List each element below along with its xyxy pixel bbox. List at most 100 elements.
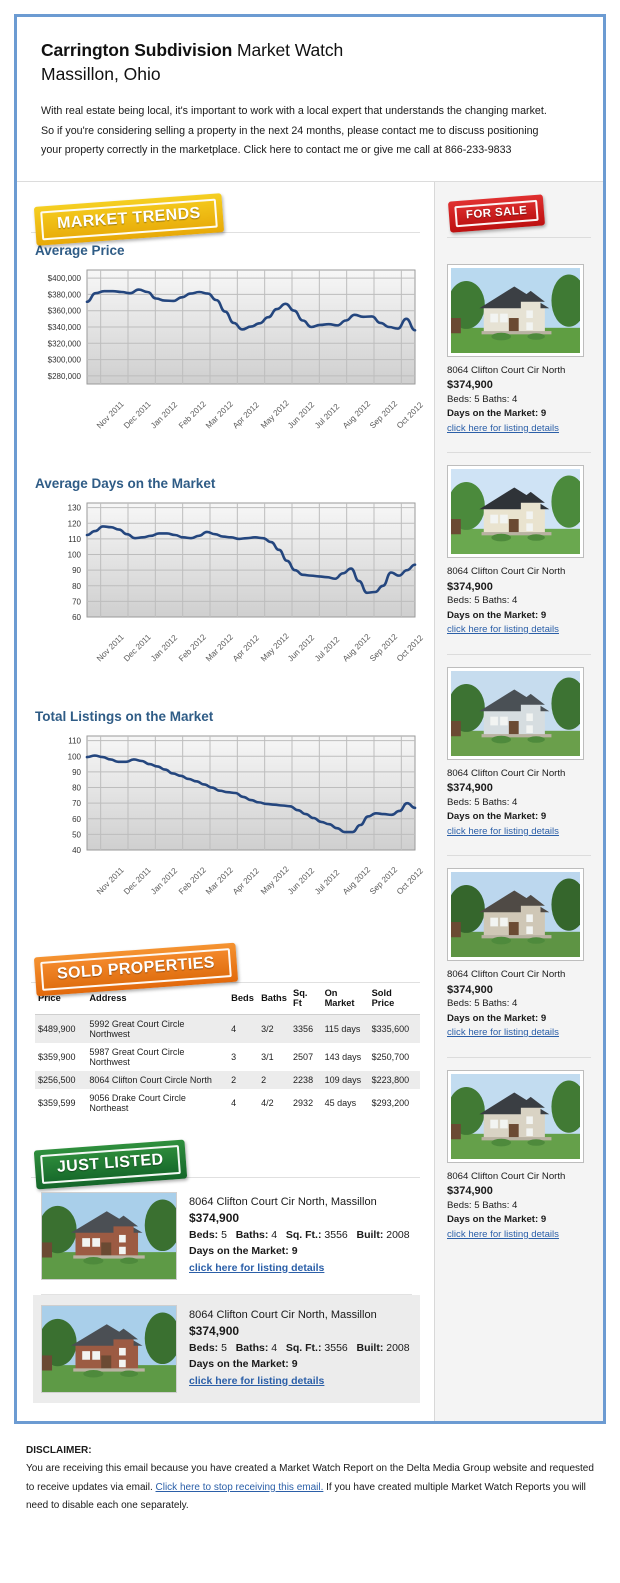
listing-days-on-market: Days on the Market: 9 (189, 1358, 298, 1370)
table-cell: $256,500 (35, 1070, 87, 1089)
intro-line-3: your property correctly in the marketpla… (41, 144, 512, 156)
for-sale-banner-wrap: FOR SALE (435, 182, 603, 235)
listing-days-on-market: Days on the Market: 9 (447, 408, 547, 419)
listing-details-link[interactable]: click here for listing details (447, 624, 559, 635)
chart-plot-area: 130 120 110 100 90 80 70 60 (33, 497, 420, 657)
chart-title: Total Listings on the Market (35, 708, 214, 724)
just-listed-item[interactable]: 8064 Clifton Court Cir North, Massillon … (33, 1182, 420, 1290)
for-sale-rule (447, 236, 591, 238)
svg-text:$280,000: $280,000 (48, 371, 82, 380)
list-divider (447, 452, 591, 453)
market-trends-banner-wrap: MARKET TRENDS (17, 182, 434, 246)
column-header: Sold Price (368, 982, 420, 1015)
table-row[interactable]: $256,500 8064 Clifton Court Circle North 2… (35, 1070, 420, 1089)
listing-days-on-market: Days on the Market: 9 (447, 609, 547, 621)
house-photo-illustration (451, 670, 580, 756)
svg-text:90: 90 (72, 566, 81, 575)
listing-address: 8064 Clifton Court Cir North, Massillon (189, 1195, 377, 1208)
for-sale-item[interactable]: 8064 Clifton Court Cir North $374,900 Be… (447, 1058, 591, 1251)
table-cell: 3356 (290, 1014, 322, 1043)
listing-thumbnail[interactable] (447, 868, 584, 961)
table-cell: 4/2 (261, 1097, 274, 1108)
listing-info: 8064 Clifton Court Cir North $374,900 Be… (447, 767, 591, 840)
disclaimer-text-2: If you have created multiple Market Watc… (26, 1481, 586, 1512)
listing-price: $374,900 (447, 580, 493, 593)
svg-text:100: 100 (68, 752, 82, 761)
sold-properties-table-wrap: Price Address Beds Baths Sq. Ft On Market Sold… (17, 982, 434, 1127)
listing-beds-baths: Beds: 5 Baths: 4 (447, 595, 518, 606)
svg-text:130: 130 (68, 503, 82, 512)
just-listed-banner-label: JUST LISTED (40, 1144, 181, 1184)
for-sale-item[interactable]: 8064 Clifton Court Cir North $374,900 Be… (447, 252, 591, 445)
listing-details-link[interactable]: click here for listing details (189, 1374, 325, 1387)
listing-thumbnail[interactable] (447, 666, 584, 760)
chart-svg: 110 100 90 80 70 60 50 40 (68, 735, 417, 855)
market-watch-email: Carrington Subdivision Market Watch Mass… (0, 14, 620, 1538)
market-trends-rule (31, 231, 420, 233)
chart-title: Average Price (35, 242, 125, 258)
listing-details-link[interactable]: click here for listing details (447, 1228, 559, 1240)
svg-text:$340,000: $340,000 (48, 323, 82, 332)
table-cell: 5992 Great Court Circle Northwest (86, 1014, 229, 1043)
table-header-row: Price Address Beds Baths Sq. Ft On Market Sold… (35, 982, 420, 1015)
table-cell: 2 (228, 1070, 259, 1089)
just-listed-banner-wrap: JUST LISTED (17, 1127, 434, 1189)
svg-text:$360,000: $360,000 (48, 306, 82, 315)
list-divider (447, 653, 591, 655)
table-body: $489,900 5992 Great Court Circle Northwes… (35, 1014, 420, 1117)
sold-properties-table: Price Address Beds Baths Sq. Ft On Market Sold… (35, 982, 420, 1117)
just-listed-item[interactable]: 8064 Clifton Court Cir North, Massillon … (33, 1294, 420, 1403)
chart-x-axis-labels: Nov 2011 Dec 2011 Jan 2012 Feb 2012 Mar 2012… (87, 398, 426, 466)
listing-info: 8064 Clifton Court Cir North $374,900 Be… (447, 364, 591, 437)
svg-text:40: 40 (72, 846, 81, 855)
svg-text:120: 120 (68, 519, 82, 528)
svg-text:70: 70 (72, 799, 81, 808)
house-photo-illustration (42, 1305, 176, 1392)
for-sale-item[interactable]: 8064 Clifton Court Cir North $374,900 Be… (447, 655, 591, 848)
listing-specs: Beds: 5 Baths: 4 Sq. Ft.: 3556 Built: 20… (189, 1228, 410, 1241)
listing-beds-baths: Beds: 5 Baths: 4 (447, 1199, 518, 1211)
listing-thumbnail[interactable] (41, 1304, 177, 1393)
table-cell: 109 days (321, 1070, 369, 1089)
listing-specs: Beds: 5 Baths: 4 Sq. Ft.: 3556 Built: 20… (189, 1341, 410, 1354)
listing-details-link[interactable]: click here for listing details (447, 422, 559, 434)
listing-info: 8064 Clifton Court Cir North $374,900 Be… (447, 565, 591, 638)
list-divider (447, 1056, 591, 1058)
listing-price: $374,900 (447, 379, 493, 391)
table-row[interactable]: $359,599 9056 Drake Court Circle Northeas… (35, 1089, 420, 1117)
svg-text:50: 50 (72, 830, 81, 839)
unsubscribe-link[interactable]: Click here to stop receiving this email. (155, 1481, 324, 1493)
listing-details-link[interactable]: click here for listing details (447, 825, 559, 837)
listing-details-link[interactable]: click here for listing details (189, 1261, 325, 1274)
svg-text:70: 70 (72, 597, 81, 606)
listing-thumbnail[interactable] (447, 465, 584, 558)
listing-details-link[interactable]: click here for listing details (447, 1027, 559, 1038)
listing-beds-baths: Beds: 5 Baths: 4 (447, 796, 518, 808)
page-title-rest: Market Watch (232, 40, 344, 60)
listing-thumbnail[interactable] (41, 1191, 177, 1280)
listing-price: $374,900 (189, 1211, 240, 1225)
just-listed-rule (31, 1176, 420, 1178)
intro-paragraph: With real estate being local, it's impor… (41, 102, 579, 161)
for-sale-item[interactable]: 8064 Clifton Court Cir North $374,900 Be… (447, 453, 591, 646)
for-sale-sidebar: FOR SALE 8064 Clifton Court Cir North $3… (434, 181, 603, 1421)
header: Carrington Subdivision Market Watch Mass… (17, 17, 603, 175)
listing-thumbnail[interactable] (447, 263, 584, 357)
table-row[interactable]: $359,900 5987 Great Court Circle Northwes… (35, 1043, 420, 1071)
listing-info: 8064 Clifton Court Cir North, Massillon … (189, 1305, 410, 1393)
svg-text:90: 90 (72, 767, 81, 776)
for-sale-item[interactable]: 8064 Clifton Court Cir North $374,900 Be… (447, 856, 591, 1049)
column-header: Sq. Ft (290, 982, 322, 1015)
disclaimer: DISCLAIMER: You are receiving this email… (0, 1424, 620, 1538)
table-row[interactable]: $489,900 5992 Great Court Circle Northwes… (35, 1014, 420, 1043)
svg-text:110: 110 (68, 736, 81, 745)
listing-address: 8064 Clifton Court Cir North (447, 969, 566, 980)
house-photo-illustration (451, 1073, 580, 1159)
listing-beds-baths: Beds: 5 Baths: 4 (447, 998, 518, 1009)
listing-thumbnail[interactable] (447, 1069, 584, 1163)
listing-info: 8064 Clifton Court Cir North, Massillon … (189, 1192, 410, 1280)
market-trends-banner: MARKET TRENDS (33, 192, 225, 246)
listing-address: 8064 Clifton Court Cir North (447, 767, 566, 779)
table-cell: $489,900 (35, 1014, 87, 1043)
just-listed-list: 8064 Clifton Court Cir North, Massillon … (17, 1178, 434, 1421)
